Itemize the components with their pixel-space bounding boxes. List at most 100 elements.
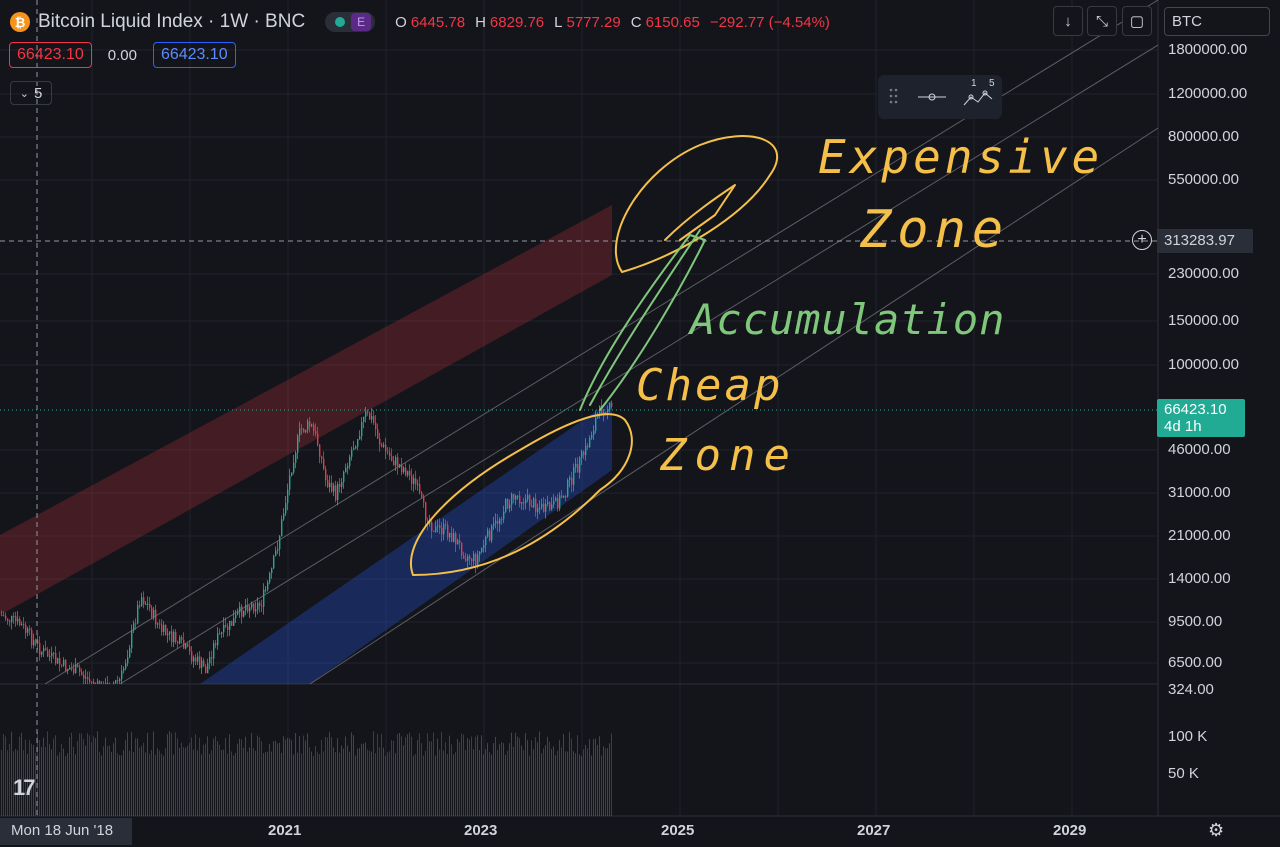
volume-bar [511,732,512,816]
volume-bar [457,739,458,816]
high-label: H [475,13,486,31]
drawing-toolbar[interactable]: 1 5 [878,75,1002,119]
candle-body [209,657,211,664]
volume-bar [581,755,582,816]
volume-bar [241,739,242,816]
candlestick-series [1,399,613,691]
volume-bar [205,743,206,816]
volume-bar [155,754,156,816]
candle-body [461,542,463,556]
candle-body [311,424,313,427]
candle-body [41,651,43,655]
buy-price-button[interactable]: 66423.10 [152,42,236,68]
market-status-pill[interactable]: E [325,12,376,32]
download-button[interactable]: ↓ [1053,6,1083,36]
volume-bar [175,732,176,816]
volume-bar [323,751,324,816]
price-axis-label: 230000.00 [1168,265,1239,282]
candle-body [493,523,495,526]
volume-bar [445,742,446,816]
candle-body [585,445,587,456]
close-value: 6150.65 [645,13,700,31]
candle-body [453,533,455,542]
candle-body [541,503,543,508]
exchange-badge[interactable]: E [351,13,372,31]
symbol-search-input[interactable]: BTC [1164,7,1270,36]
volume-bar [463,734,464,816]
volume-bar [305,740,306,816]
volume-bar [507,750,508,816]
volume-bar [569,732,570,816]
candle-body [445,524,447,526]
volume-bar [37,731,38,816]
candle-body [405,467,407,476]
volume-bar [269,743,270,816]
fullscreen-button[interactable]: ⤡ [1087,6,1117,36]
volume-bar [195,734,196,816]
volume-bar [19,736,20,816]
volume-bar [273,741,274,816]
candle-body [101,685,102,691]
candle-body [483,545,485,548]
volume-bar [471,736,472,816]
volume-bar [447,753,448,816]
candle-body [395,457,397,466]
volume-bar [135,738,136,816]
sell-price-button[interactable]: 66423.10 [9,42,92,68]
symbol-header[interactable]: ₿ Bitcoin Liquid Index · 1W · BNC E O 644… [10,8,836,36]
volume-bar [99,751,100,816]
volume-bar [293,754,294,816]
candle-body [7,618,9,621]
candle-body [567,479,569,497]
volume-bar [131,731,132,816]
volume-bar [265,752,266,816]
hand-drawn-annotations[interactable] [410,135,778,576]
candle-body [231,620,233,626]
candle-body [199,656,201,668]
volume-bar [119,755,120,816]
volume-bar [575,753,576,816]
candle-body [181,637,183,640]
candle-body [397,457,399,468]
indicators-toggle-button[interactable]: ⌄ 5 [10,81,52,105]
volume-bar [165,748,166,816]
candle-body [435,526,437,532]
candle-body [155,609,157,625]
candle-body [451,532,453,542]
candle-body [3,615,5,617]
volume-bar [595,738,596,816]
volume-bar [363,743,364,816]
volume-bar [185,747,186,816]
candle-body [349,456,351,466]
volume-bar [85,745,86,816]
candle-body [141,597,143,606]
volume-bar [309,747,310,816]
candle-body [501,519,503,521]
volume-bar [321,739,322,816]
plus-circle-icon[interactable]: + [1132,230,1152,250]
time-label-2027: 2027 [857,822,891,839]
volume-bar [97,731,98,816]
candle-body [165,625,167,636]
volume-bar [149,753,150,816]
candle-body [291,472,293,476]
time-label-2023: 2023 [464,822,498,839]
candle-body [537,508,539,512]
gear-icon[interactable]: ⚙ [1208,820,1225,840]
volume-bar [7,750,8,816]
volume-bar [299,735,300,816]
candle-body [329,482,331,488]
volume-bar [349,751,350,816]
candle-body [297,435,299,453]
symbol-title[interactable]: Bitcoin Liquid Index · 1W · BNC [38,11,306,32]
candle-body [271,568,273,574]
tradingview-logo-icon[interactable]: 17 [13,775,36,800]
candle-body [601,405,603,414]
volume-bar [371,751,372,816]
volume-bar [259,737,260,816]
volume-series [1,731,612,816]
snapshot-button[interactable]: ▢ [1122,6,1152,36]
volume-bar [43,737,44,816]
candle-body [473,553,475,562]
